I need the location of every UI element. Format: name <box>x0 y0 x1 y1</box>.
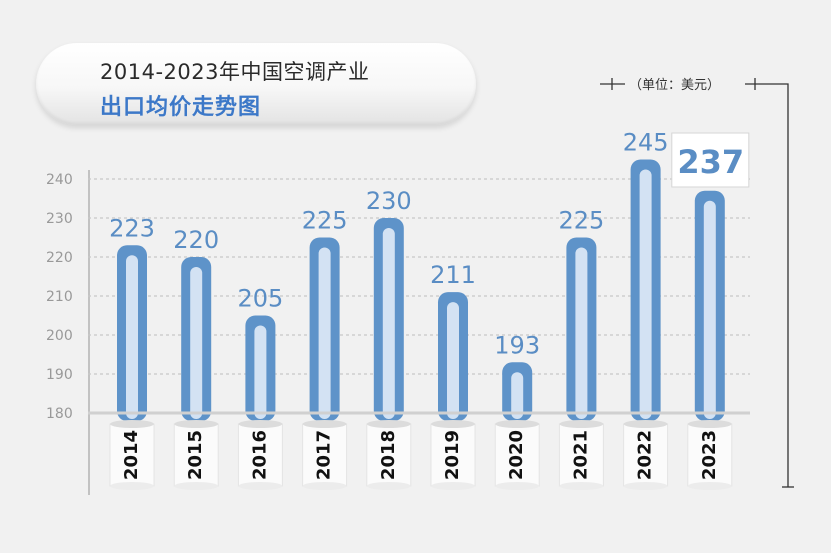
chart-subtitle: 出口均价走势图 <box>100 95 262 120</box>
bar-inner <box>382 228 395 419</box>
data-label: 223 <box>109 214 155 242</box>
x-tick-label: 2015 <box>185 430 206 480</box>
x-tick-label: 2016 <box>249 430 270 480</box>
year-base-bottom <box>110 482 154 490</box>
bar-inner <box>190 267 203 419</box>
year-base-top <box>623 420 668 428</box>
year-base-top <box>431 420 475 428</box>
data-label: 230 <box>366 187 412 215</box>
bar-inner <box>703 200 716 419</box>
year-base-bottom <box>559 482 604 490</box>
year-base-top <box>687 420 732 428</box>
data-label: 211 <box>430 261 476 289</box>
year-base-bottom <box>495 482 540 490</box>
x-tick-label: 2019 <box>442 430 463 480</box>
year-base-top <box>174 420 219 428</box>
x-tick-label: 2020 <box>506 430 527 480</box>
year-base-top <box>302 420 347 428</box>
year-base-bottom <box>174 482 219 490</box>
year-base <box>173 423 219 487</box>
year-base-bottom <box>687 482 732 490</box>
year-base <box>430 423 476 487</box>
year-base-top <box>559 420 604 428</box>
y-tick-label: 200 <box>46 328 73 344</box>
year-base-top <box>366 420 411 428</box>
x-tick-label: 2018 <box>378 430 399 480</box>
data-label: 225 <box>302 207 348 235</box>
y-tick-label: 240 <box>46 172 73 188</box>
y-tick-label: 180 <box>46 406 73 422</box>
bar-inner <box>639 169 652 419</box>
y-tick-label: 210 <box>46 289 73 305</box>
x-tick-label: 2014 <box>121 430 142 480</box>
year-base <box>558 423 604 487</box>
x-tick-label: 2023 <box>699 430 720 480</box>
year-base-top <box>238 420 283 428</box>
bar-inner <box>254 325 267 419</box>
data-label: 220 <box>173 226 219 254</box>
year-base <box>687 423 733 487</box>
unit-line-right <box>745 83 789 487</box>
year-base-bottom <box>302 482 347 490</box>
data-label: 245 <box>623 129 669 157</box>
year-base-top <box>110 420 154 428</box>
year-base-bottom <box>623 482 668 490</box>
bar-inner <box>318 247 331 419</box>
year-base <box>237 423 283 487</box>
year-base-bottom <box>431 482 475 490</box>
bar-inner <box>575 247 588 419</box>
data-label: 237 <box>677 143 744 181</box>
x-tick-label: 2017 <box>314 430 335 480</box>
data-label: 225 <box>558 207 604 235</box>
unit-label: （单位：美元） <box>629 78 721 93</box>
data-label: 193 <box>494 331 540 359</box>
y-tick-label: 190 <box>46 367 73 383</box>
title-pill <box>36 43 476 125</box>
x-tick-label: 2021 <box>570 430 591 480</box>
data-label: 205 <box>237 285 283 313</box>
year-base-bottom <box>366 482 411 490</box>
bar-inner <box>126 255 138 419</box>
year-base-top <box>495 420 540 428</box>
year-base-bottom <box>238 482 283 490</box>
year-base <box>623 423 669 487</box>
y-tick-label: 230 <box>46 211 73 227</box>
y-tick-label: 220 <box>46 250 73 266</box>
highlight-label-box <box>671 132 750 188</box>
bar-inner <box>511 372 524 419</box>
x-tick-label: 2022 <box>635 430 656 480</box>
chart-title: 2014-2023年中国空调产业 <box>100 60 370 84</box>
bar-inner <box>447 302 459 419</box>
